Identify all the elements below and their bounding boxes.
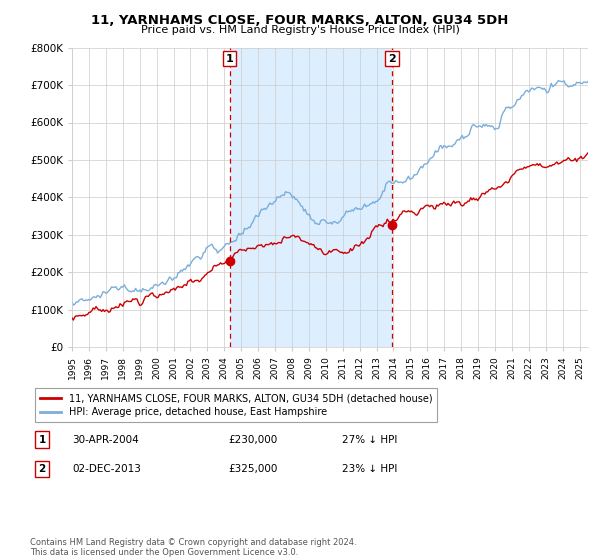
Text: 23% ↓ HPI: 23% ↓ HPI [342, 464, 397, 474]
Text: 02-DEC-2013: 02-DEC-2013 [72, 464, 141, 474]
Text: 1: 1 [38, 435, 46, 445]
Text: £230,000: £230,000 [228, 435, 277, 445]
Text: 11, YARNHAMS CLOSE, FOUR MARKS, ALTON, GU34 5DH: 11, YARNHAMS CLOSE, FOUR MARKS, ALTON, G… [91, 14, 509, 27]
Text: 1: 1 [226, 54, 234, 64]
Text: Price paid vs. HM Land Registry's House Price Index (HPI): Price paid vs. HM Land Registry's House … [140, 25, 460, 35]
Text: £325,000: £325,000 [228, 464, 277, 474]
Bar [230, 48, 392, 347]
Text: 2: 2 [38, 464, 46, 474]
Legend: 11, YARNHAMS CLOSE, FOUR MARKS, ALTON, GU34 5DH (detached house), HPI: Average p: 11, YARNHAMS CLOSE, FOUR MARKS, ALTON, G… [35, 389, 437, 422]
Text: 27% ↓ HPI: 27% ↓ HPI [342, 435, 397, 445]
Text: 2: 2 [388, 54, 396, 64]
Text: Contains HM Land Registry data © Crown copyright and database right 2024.
This d: Contains HM Land Registry data © Crown c… [30, 538, 356, 557]
Text: 30-APR-2004: 30-APR-2004 [72, 435, 139, 445]
